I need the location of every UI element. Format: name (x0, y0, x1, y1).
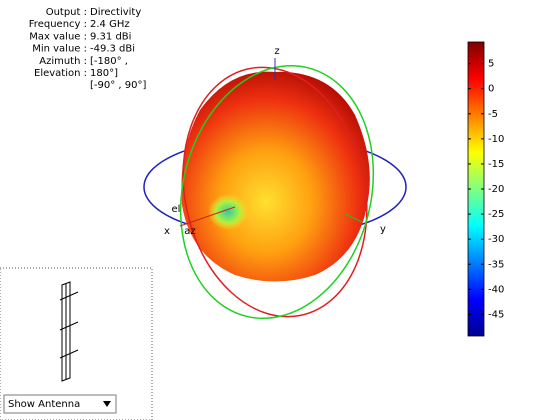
info-label: Elevation : (34, 68, 87, 79)
elevation-ring (182, 66, 368, 318)
dropdown[interactable] (3, 394, 117, 414)
axis-label: x (164, 226, 170, 237)
x-axis (179, 206, 236, 227)
info-value: 2.4 GHz (90, 19, 130, 30)
colorbar-tick-label: -15 (488, 159, 504, 170)
info-value: Directivity (90, 7, 141, 18)
antenna-icon (59, 281, 79, 382)
info-value: [-180° , (90, 56, 128, 67)
colorbar-tick-label: 5 (488, 59, 494, 70)
axis-label: z (274, 46, 279, 57)
info-value: 180°] (90, 68, 118, 79)
colorbar-tick-label: -25 (488, 209, 504, 220)
colorbar-tick-label: -10 (488, 134, 504, 145)
pattern-null (208, 194, 248, 230)
colorbar-tick-label: -20 (488, 184, 504, 195)
info-value: 9.31 dBi (90, 31, 131, 42)
colorbar-tick-label: -40 (488, 284, 504, 295)
dropdown-arrow[interactable] (103, 401, 111, 407)
axis-label: y (380, 224, 386, 235)
info-label: Frequency : (29, 19, 87, 30)
info-label: Max value : (29, 31, 87, 42)
info-label: Min value : (32, 44, 87, 55)
info-value: -49.3 dBi (90, 44, 135, 55)
colorbar-tick-label: -35 (488, 259, 504, 270)
info-label: Azimuth : (39, 56, 87, 67)
colorbar-tick-label: -5 (488, 109, 498, 120)
info-label: Output : (46, 7, 87, 18)
antenna-panel (0, 267, 153, 420)
colorbar-tick-label: -30 (488, 234, 504, 245)
colorbar-tick-label: 0 (488, 84, 494, 95)
pattern-surface (181, 71, 370, 282)
axis-label: el (172, 204, 181, 215)
y-axis (344, 213, 363, 223)
colorbar-tick-label: -45 (488, 309, 504, 320)
axis-label: az (184, 226, 195, 237)
info-value: [-90° , 90°] (90, 80, 146, 91)
elevation-ring (179, 64, 375, 320)
dropdown-label[interactable]: Show Antenna (8, 399, 80, 410)
